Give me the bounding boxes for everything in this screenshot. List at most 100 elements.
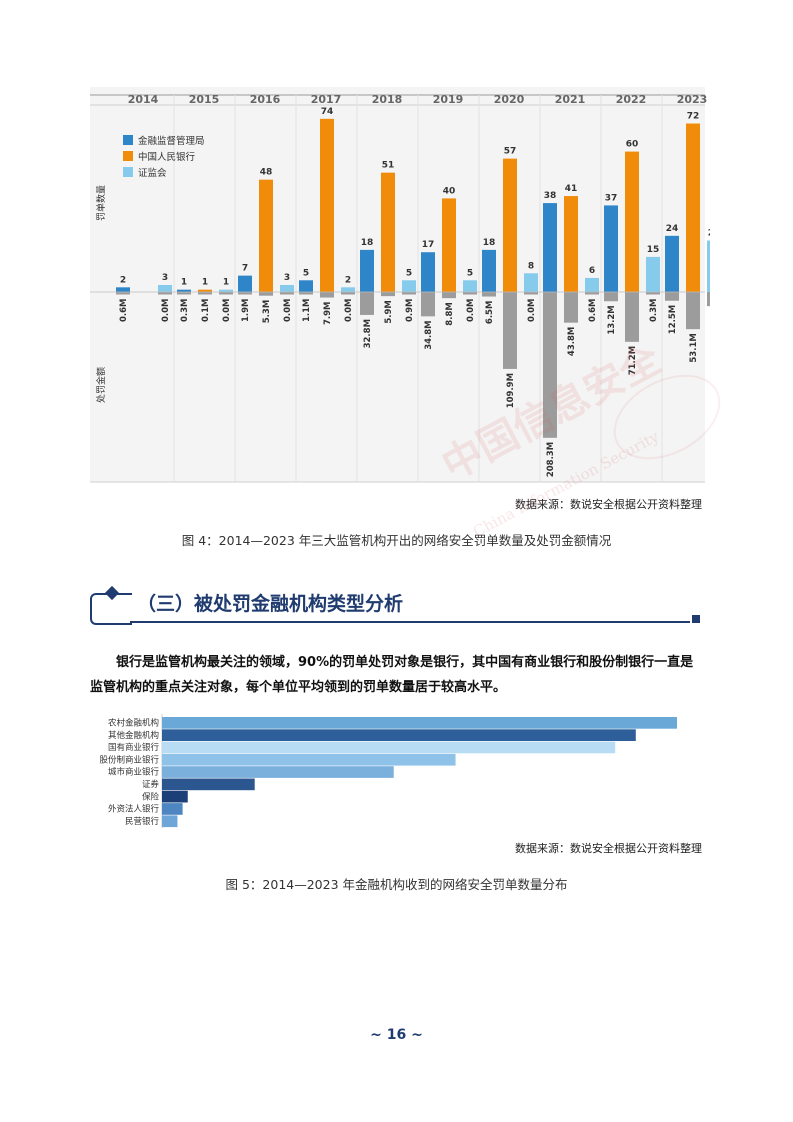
count-bar (299, 280, 313, 292)
count-value-label: 18 (483, 238, 496, 248)
amount-value-label: 0.0M (527, 299, 537, 323)
amount-value-label: 8.8M (445, 302, 455, 326)
amount-bar (177, 292, 191, 295)
amount-bar (442, 292, 456, 299)
count-bar (482, 249, 496, 292)
amount-value-label: 5.3M (262, 300, 272, 324)
amount-bar (381, 292, 395, 297)
legend-label: 证监会 (138, 167, 167, 179)
chart-background (90, 87, 705, 482)
count-bar (198, 289, 212, 292)
amount-bar (158, 292, 172, 295)
count-bar (686, 123, 700, 292)
year-tick-label: 2018 (372, 93, 403, 106)
count-value-label: 6 (589, 266, 595, 276)
count-bar (421, 252, 435, 292)
count-bar (116, 287, 130, 292)
category-label: 其他金融机构 (108, 730, 159, 741)
amount-value-label: 208.3M (546, 442, 556, 477)
institution-bar (162, 815, 178, 828)
count-value-label: 15 (647, 245, 660, 255)
amount-value-label: 32.8M (363, 319, 373, 348)
count-bar (402, 280, 416, 292)
amount-bar (543, 292, 557, 438)
amount-value-label: 1.1M (302, 299, 312, 323)
count-value-label: 24 (666, 224, 679, 234)
count-bar (280, 284, 294, 292)
amount-bar (524, 292, 538, 295)
amount-value-label: 53.1M (689, 333, 699, 362)
y-axis-label-amount: 处罚金额 (95, 367, 107, 403)
count-bar (604, 205, 618, 292)
count-value-label: 38 (544, 191, 557, 201)
count-bar (665, 235, 679, 292)
count-value-label: 7 (242, 264, 248, 274)
institution-bar (162, 766, 394, 778)
section-title: （三）被处罚金融机构类型分析 (137, 593, 404, 615)
year-tick-label: 2015 (189, 93, 220, 106)
amount-bar (421, 292, 435, 317)
amount-value-label: 0.0M (344, 299, 354, 323)
year-tick-label: 2020 (494, 93, 525, 106)
amount-bar (463, 292, 477, 295)
amount-value-label: 0.6M (119, 299, 129, 323)
count-value-label: 72 (687, 112, 700, 122)
amount-value-label: 71.2M (628, 346, 638, 375)
legend-label: 中国人民银行 (138, 151, 196, 163)
heading-underline (130, 621, 690, 623)
category-label: 民营银行 (125, 816, 160, 827)
amount-bar (280, 292, 294, 295)
amount-value-label: 7.9M (323, 302, 333, 326)
body-paragraph: 银行是监管机构最关注的领域，90%的罚单处罚对象是银行，其中国有商业银行和股份制… (90, 655, 694, 695)
count-value-label: 18 (361, 238, 374, 248)
amount-value-label: 0.3M (649, 299, 659, 323)
year-tick-label: 2023 (677, 93, 708, 106)
count-value-label: 5 (406, 268, 412, 278)
count-bar (442, 198, 456, 292)
count-value-label: 3 (162, 273, 168, 283)
figure5-source: 数据来源：数说安全根据公开资料整理 (515, 842, 702, 855)
count-bar (238, 275, 252, 292)
count-value-label: 51 (382, 161, 395, 171)
year-tick-label: 2014 (128, 93, 159, 106)
amount-value-label: 109.9M (506, 373, 516, 408)
fines-bar-chart: 2014 2015 2016 2017 2018 2019 2020 2021 2022 2023… (90, 87, 710, 483)
count-value-label: 5 (467, 268, 473, 278)
count-value-label: 41 (565, 184, 578, 194)
amount-value-label: 5.9M (384, 300, 394, 324)
category-label: 保险 (142, 791, 160, 802)
amount-value-label: 0.0M (222, 299, 232, 323)
figure5-caption: 图 5：2014—2023 年金融机构收到的网络安全罚单数量分布 (225, 877, 568, 892)
year-tick-label: 2021 (555, 93, 586, 106)
year-tick-label: 2019 (433, 93, 464, 106)
amount-bar (665, 292, 679, 301)
institution-bar (162, 803, 183, 815)
count-value-label: 2 (345, 275, 351, 285)
count-bar (543, 203, 557, 292)
amount-bar (259, 292, 273, 296)
count-bar (158, 284, 172, 292)
count-bar (219, 289, 233, 292)
count-bar (564, 196, 578, 292)
category-label: 外资法人银行 (108, 804, 160, 815)
amount-value-label: 0.0M (466, 299, 476, 323)
count-bar (177, 289, 191, 292)
count-bar (360, 249, 374, 292)
amount-value-label: 13.2M (607, 305, 617, 334)
count-bar (259, 179, 273, 292)
count-value-label: 48 (260, 168, 273, 178)
category-label: 城市商业银行 (108, 767, 160, 778)
amount-bar (585, 292, 599, 295)
legend-swatch (123, 167, 133, 177)
count-bar (646, 256, 660, 292)
count-value-label: 1 (181, 278, 187, 288)
amount-bar (646, 292, 660, 295)
count-value-label: 74 (321, 107, 334, 117)
figure4-caption: 图 4：2014—2023 年三大监管机构开出的网络安全罚单数量及处罚金额情况 (181, 533, 612, 548)
amount-value-label: 0.0M (283, 299, 293, 323)
count-bar (503, 158, 517, 292)
count-bar (381, 172, 395, 292)
institution-bar-chart: 农村金融机构其他金融机构国有商业银行股份制商业银行城市商业银行证券保险外资法人银… (99, 714, 677, 828)
year-tick-label: 2022 (616, 93, 647, 106)
amount-bar (482, 292, 496, 297)
